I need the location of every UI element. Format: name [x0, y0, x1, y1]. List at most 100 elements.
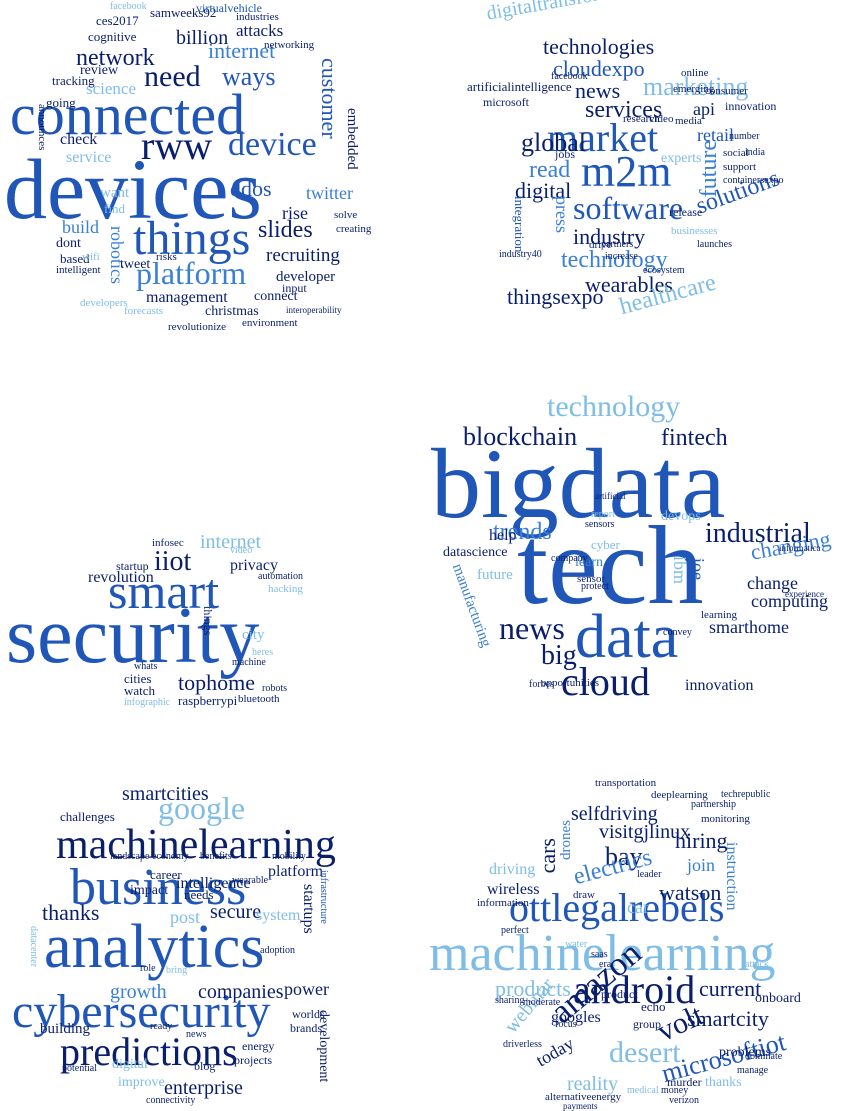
word: thanks — [42, 900, 100, 925]
word: media — [675, 115, 702, 127]
word: digital — [112, 1057, 148, 1072]
word: connect — [254, 289, 298, 304]
word: increase — [605, 251, 638, 262]
word: ecosystem — [643, 265, 685, 276]
word: video — [230, 545, 253, 556]
word: impact — [130, 883, 169, 898]
word: cars — [535, 838, 560, 874]
word: input — [282, 281, 307, 295]
word: computing — [751, 591, 828, 611]
word: ready — [150, 1021, 173, 1032]
word: saas — [591, 949, 608, 960]
word: products — [495, 976, 571, 1001]
word: blockchain — [463, 422, 578, 451]
word: robots — [262, 683, 287, 694]
word: datascience — [443, 545, 508, 560]
word: interoperability — [286, 305, 342, 315]
word: check — [60, 131, 98, 148]
word: draw — [573, 889, 595, 901]
word: system — [256, 907, 301, 924]
word: machine — [232, 657, 266, 668]
word: protect — [581, 581, 609, 592]
word: perfect — [501, 925, 529, 936]
word: partnership — [691, 799, 736, 810]
word: projects — [234, 1053, 272, 1067]
word: software — [573, 190, 684, 226]
word: car — [627, 897, 649, 917]
word: creating — [336, 223, 372, 235]
word: want — [100, 185, 130, 201]
word: based — [60, 251, 90, 266]
word: trends — [493, 519, 552, 545]
word: cloudexpo — [553, 56, 645, 81]
word: connectivity — [146, 1095, 196, 1106]
word: hiring — [675, 828, 728, 853]
word: environment — [242, 317, 298, 329]
word: iiot — [154, 546, 192, 577]
word: driverless — [503, 1039, 542, 1050]
word: data — [575, 603, 679, 671]
word: find — [104, 201, 125, 216]
word: leader — [637, 869, 662, 880]
word: enterprise — [164, 1077, 243, 1099]
word: tweet — [120, 257, 151, 272]
word: customer — [317, 58, 342, 139]
word: economy — [152, 851, 189, 862]
word: predictions — [60, 1029, 238, 1074]
word: convey — [663, 627, 692, 638]
word: watch — [124, 683, 156, 698]
word: big — [541, 640, 577, 671]
word: service — [66, 149, 112, 166]
word: payments — [563, 1101, 598, 1111]
word: ottlegalrebels — [509, 885, 725, 930]
word: dont — [56, 236, 81, 251]
word: company — [551, 553, 588, 564]
word: facebook — [551, 71, 588, 82]
word: information — [477, 897, 529, 909]
word: wireless — [487, 881, 540, 898]
word: tech — [517, 504, 704, 628]
word: echo — [641, 999, 666, 1014]
word: emerging — [673, 83, 715, 95]
word: developer — [276, 269, 336, 285]
word: water — [565, 939, 588, 950]
word: startup — [116, 559, 149, 573]
word: rww — [141, 123, 213, 168]
word: news — [575, 78, 621, 103]
word: platform — [136, 255, 247, 291]
word: infrastructure — [318, 870, 329, 924]
word: analytics — [44, 913, 265, 981]
word: needs — [184, 887, 214, 902]
word: rise — [282, 203, 308, 223]
word: risks — [156, 251, 177, 263]
word: money — [661, 1085, 689, 1096]
word: social — [723, 147, 749, 159]
word: current — [699, 976, 762, 1001]
word: medical — [627, 1085, 659, 1096]
word: transportation — [595, 777, 657, 789]
word: startups — [300, 884, 317, 934]
word: marketing — [643, 72, 749, 101]
word: industry — [573, 224, 646, 249]
word: cities — [124, 671, 152, 686]
word: android — [573, 967, 696, 1012]
word: ces2017 — [96, 13, 139, 28]
word: raspberrypi — [178, 693, 238, 708]
word: fintech — [661, 425, 728, 451]
word: news — [186, 1029, 207, 1040]
word: slides — [258, 217, 313, 243]
word: innovation — [725, 99, 777, 113]
word: privacy — [230, 557, 278, 574]
word: review — [80, 63, 119, 78]
word: power — [284, 979, 329, 999]
word: read — [529, 157, 571, 183]
word: release — [669, 205, 703, 219]
word: device — [228, 126, 317, 163]
word: integration — [512, 196, 527, 253]
word: thanks — [705, 1075, 742, 1090]
word: era — [599, 959, 612, 970]
word: christmas — [205, 304, 259, 319]
word: cloud — [561, 659, 650, 704]
word: growth — [110, 981, 167, 1003]
word: cyber — [591, 537, 620, 552]
